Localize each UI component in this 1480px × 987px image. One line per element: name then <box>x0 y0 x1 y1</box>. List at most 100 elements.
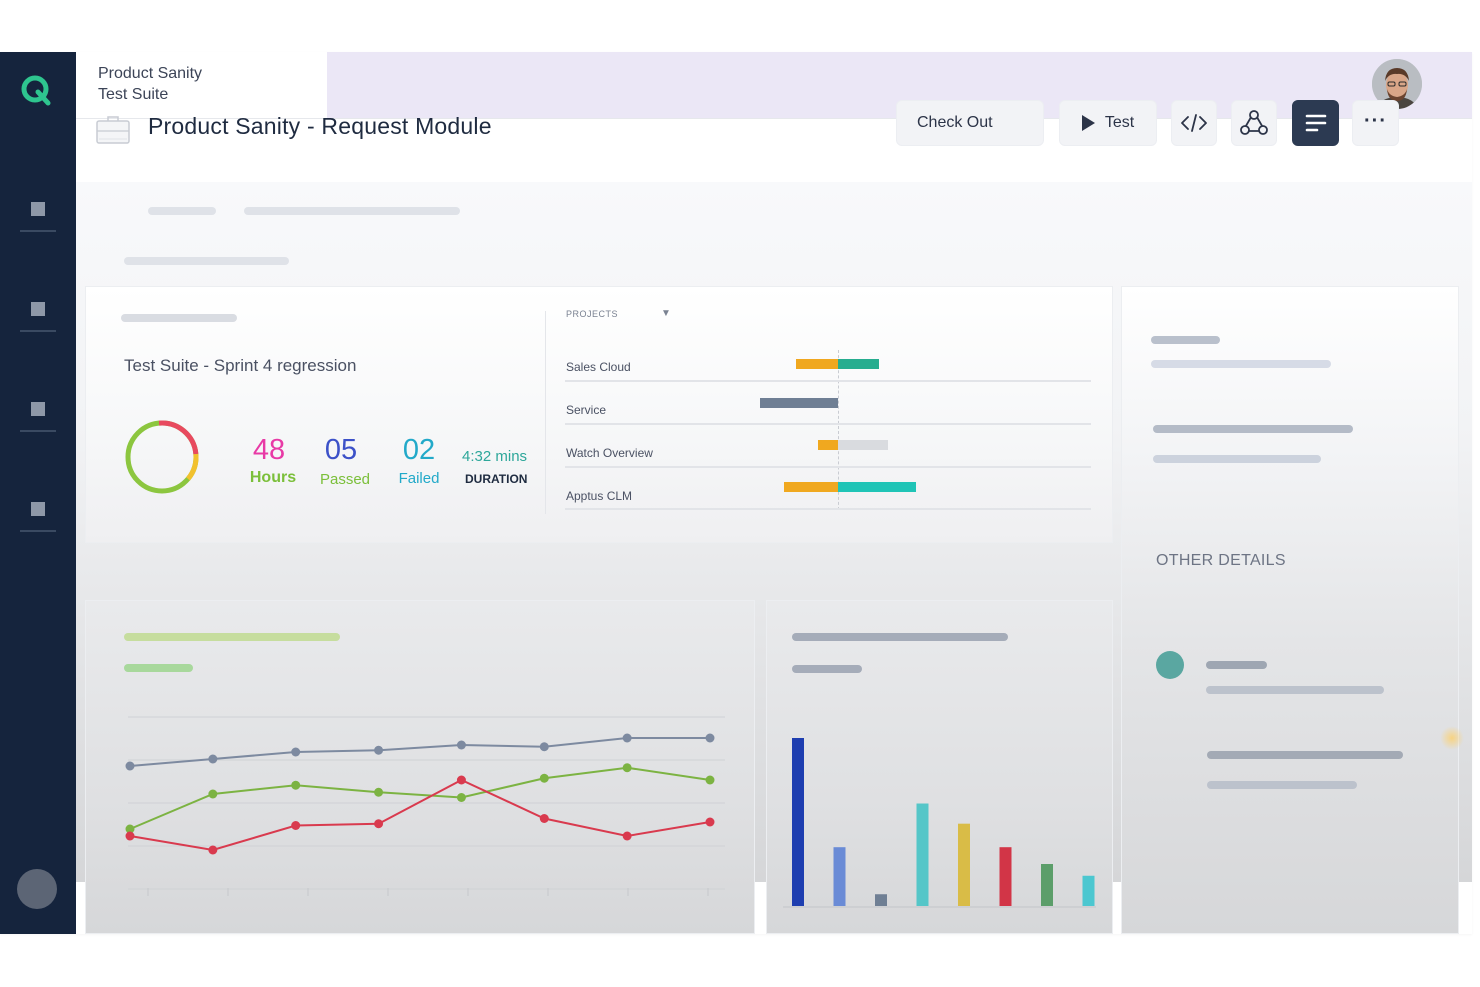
chart-title-placeholder <box>792 633 1008 641</box>
chart-title-placeholder <box>124 633 340 641</box>
project-bar-left <box>796 359 838 369</box>
card-heading-placeholder <box>121 314 237 322</box>
more-icon: ··· <box>1364 109 1387 132</box>
suite-name-line2: Test Suite <box>98 86 169 103</box>
more-options-button[interactable]: ··· <box>1352 100 1399 146</box>
caret-down-icon[interactable]: ▼ <box>661 308 671 319</box>
checkout-button[interactable]: Check Out <box>896 100 1044 146</box>
duration-label: DURATION <box>465 472 528 486</box>
data-point <box>622 733 632 743</box>
project-row-line <box>565 508 1091 510</box>
chart-subtitle-placeholder <box>792 665 862 673</box>
briefcase-icon <box>96 116 130 144</box>
series-line-1 <box>129 766 711 830</box>
top-bar-divider <box>76 118 1472 119</box>
page-title: Product Sanity - Request Module <box>148 113 492 139</box>
failed-label: Failed <box>398 470 440 487</box>
hours-value: 48 <box>252 434 286 466</box>
detail-placeholder <box>1206 686 1384 694</box>
detail-placeholder <box>1153 455 1321 463</box>
projects-center-line <box>838 350 839 510</box>
sidebar <box>0 52 76 934</box>
projects-dropdown-label[interactable]: PROJECTS <box>566 309 619 319</box>
bar-6 <box>1041 864 1053 906</box>
bar-0 <box>792 738 804 906</box>
data-point <box>622 831 632 841</box>
other-details-heading: OTHER DETAILS <box>1156 552 1286 569</box>
data-point <box>705 817 715 827</box>
distribution-bar-chart <box>783 738 1096 908</box>
data-point <box>539 742 549 752</box>
test-suite-title: Test Suite - Sprint 4 regression <box>124 356 357 375</box>
play-icon <box>1081 115 1095 131</box>
sidebar-user-avatar[interactable] <box>17 869 57 909</box>
duration-value: 4:32 mins <box>462 448 528 465</box>
suite-name-line1: Product Sanity <box>98 65 203 82</box>
sidebar-item-2[interactable] <box>20 302 56 332</box>
project-name: Service <box>566 403 607 417</box>
document-icon <box>1305 114 1326 132</box>
data-point <box>539 814 549 823</box>
suite-name[interactable]: Product Sanity Test Suite <box>98 63 202 105</box>
placeholder-bar <box>244 207 460 215</box>
passed-label: Passed <box>319 471 371 488</box>
data-point <box>125 761 135 771</box>
data-point <box>539 773 549 783</box>
detail-placeholder <box>1206 661 1267 669</box>
result-donut-chart <box>125 420 199 494</box>
sidebar-item-1[interactable] <box>20 202 56 232</box>
share-button[interactable] <box>1231 100 1277 146</box>
summary-divider <box>545 311 546 514</box>
data-point <box>208 754 218 764</box>
sidebar-item-icon <box>31 302 45 316</box>
hours-label: Hours <box>249 469 297 486</box>
sidebar-item-icon <box>31 402 45 416</box>
notification-glow <box>1440 726 1464 750</box>
code-icon <box>1181 114 1207 132</box>
project-bar-left <box>818 440 838 450</box>
series-line-2 <box>129 778 711 852</box>
detail-placeholder <box>1207 781 1357 789</box>
sidebar-item-icon <box>31 202 45 216</box>
distribution-panel <box>766 600 1113 934</box>
detail-placeholder <box>1153 425 1353 433</box>
project-bar-left <box>760 398 838 408</box>
data-point <box>705 775 715 785</box>
data-point <box>456 793 466 802</box>
project-row-line <box>565 423 1091 425</box>
detail-placeholder <box>1207 751 1403 759</box>
failed-value: 02 <box>402 434 436 466</box>
details-panel <box>1121 286 1459 934</box>
share-network-icon <box>1240 110 1268 135</box>
section-heading-placeholder <box>124 257 289 265</box>
project-bar-right <box>838 359 879 369</box>
placeholder-bar <box>148 207 216 215</box>
project-bar-right <box>838 482 916 492</box>
project-row-line <box>565 466 1091 468</box>
chart-subtitle-placeholder <box>124 664 193 672</box>
data-point <box>291 747 301 757</box>
data-point <box>125 831 135 841</box>
project-bar-left <box>784 482 838 492</box>
sidebar-item-icon <box>31 502 45 516</box>
donut-failed-segment <box>158 420 199 455</box>
status-dot <box>1156 651 1184 679</box>
code-button[interactable] <box>1171 100 1217 146</box>
data-point <box>291 780 301 790</box>
donut-pending-segment <box>186 453 199 481</box>
detail-placeholder <box>1151 336 1220 344</box>
detail-placeholder <box>1151 360 1331 368</box>
app-logo[interactable] <box>18 72 54 108</box>
data-point <box>374 745 384 755</box>
bar-2 <box>875 894 887 906</box>
top-bar: Product Sanity Test Suite <box>76 52 1472 118</box>
sidebar-item-3[interactable] <box>20 402 56 432</box>
data-point <box>208 845 218 855</box>
project-name: Watch Overview <box>566 446 653 460</box>
project-bar-right <box>838 440 888 450</box>
test-button[interactable]: Test <box>1059 100 1157 146</box>
bar-7 <box>1082 875 1095 906</box>
data-point <box>291 821 301 830</box>
document-view-button[interactable] <box>1292 100 1339 146</box>
sidebar-item-4[interactable] <box>20 502 56 532</box>
